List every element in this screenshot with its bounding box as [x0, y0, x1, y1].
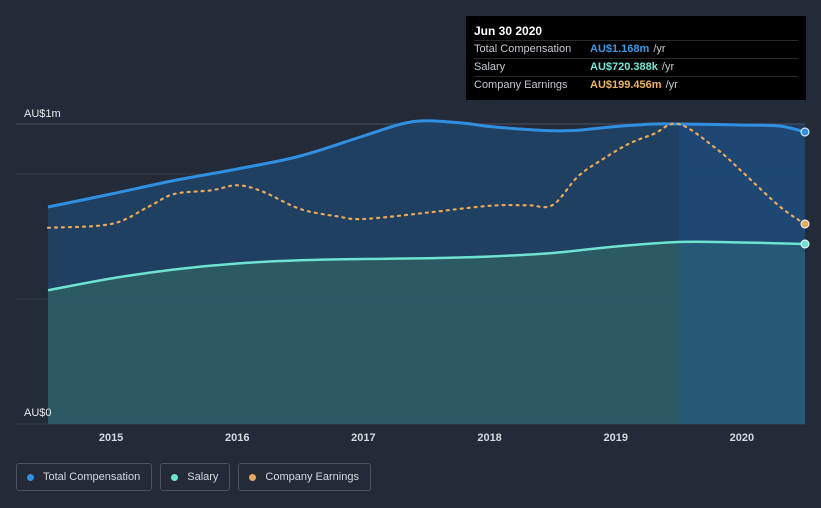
- legend-item-total-compensation[interactable]: Total Compensation: [16, 463, 153, 491]
- legend-label: Total Compensation: [43, 471, 141, 483]
- tooltip-label: Salary: [474, 61, 506, 73]
- legend-dot-icon: [171, 473, 179, 481]
- tooltip-label: Company Earnings: [474, 79, 568, 91]
- tooltip-row-earnings: Company Earnings AU$199.456m /yr: [474, 76, 798, 94]
- series-areas: [48, 120, 805, 424]
- salary-end-marker: [800, 239, 810, 249]
- x-axis-ticks: 2015 2016 2017 2018 2019 2020: [99, 432, 754, 444]
- tooltip-unit: /yr: [653, 43, 666, 55]
- series-end-markers: [800, 127, 810, 249]
- tooltip-row-total: Total Compensation AU$1.168m /yr: [474, 40, 798, 58]
- tooltip-unit: /yr: [661, 61, 675, 73]
- x-tick-label: 2015: [99, 432, 123, 444]
- legend-label: Company Earnings: [265, 471, 359, 483]
- x-tick-label: 2020: [730, 432, 754, 444]
- salary-area: [48, 241, 805, 424]
- legend-label: Salary: [187, 471, 219, 483]
- salary-line: [47, 240, 806, 292]
- tooltip-value: AU$1.168m: [590, 43, 650, 55]
- tooltip: Jun 30 2020 Total Compensation AU$1.168m…: [466, 16, 806, 100]
- y-axis-top-label: AU$1m: [24, 108, 61, 120]
- legend-dot-icon: [249, 473, 257, 481]
- tooltip-label: Total Compensation: [474, 43, 572, 55]
- x-tick-label: 2019: [604, 432, 628, 444]
- tooltip-unit: /yr: [665, 79, 678, 91]
- company-earnings-line: [46, 122, 807, 229]
- x-tick-label: 2016: [225, 432, 249, 444]
- tooltip-title: Jun 30 2020: [474, 24, 543, 38]
- tooltip-value: AU$720.388k: [590, 61, 658, 73]
- total-compensation-line: [47, 119, 806, 209]
- legend-dot-icon: [27, 473, 34, 481]
- series-lines: [46, 119, 807, 292]
- x-tick-label: 2018: [477, 432, 501, 444]
- total-compensation-end-marker: [800, 127, 810, 137]
- company-earnings-end-marker: [800, 219, 810, 229]
- tooltip-value: AU$199.456m: [590, 79, 662, 91]
- legend-item-salary[interactable]: Salary: [160, 463, 231, 491]
- hover-highlight-band: [678, 124, 805, 424]
- legend: Total Compensation Salary Company Earnin…: [16, 463, 371, 491]
- y-axis-bottom-label: AU$0: [24, 407, 52, 419]
- tooltip-row-salary: Salary AU$720.388k /yr: [474, 58, 798, 76]
- legend-item-company-earnings[interactable]: Company Earnings: [238, 463, 371, 491]
- x-tick-label: 2017: [351, 432, 375, 444]
